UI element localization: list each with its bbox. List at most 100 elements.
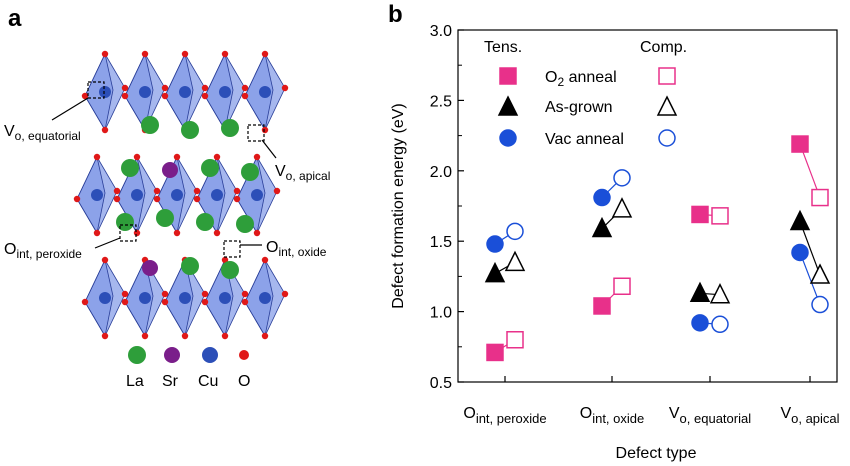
- panel-a-label: a: [8, 5, 22, 32]
- point-comp-vac-anneal: [811, 295, 829, 314]
- o-atom: [121, 290, 129, 298]
- legend-label-sr: Sr: [162, 373, 179, 390]
- x-tick-label: Vo, apical: [780, 405, 839, 426]
- cu-atom: [91, 189, 103, 201]
- o-atom: [93, 229, 101, 237]
- o-atom: [241, 298, 249, 306]
- o-atom: [161, 92, 169, 100]
- la-atom: [201, 159, 219, 177]
- o-atom: [101, 332, 109, 340]
- la-atom: [236, 215, 254, 233]
- y-tick-label: 1.5: [430, 234, 452, 251]
- o-atom: [221, 332, 229, 340]
- cu-atom: [139, 292, 151, 304]
- o-atom: [173, 153, 181, 161]
- legend-label-o: O: [238, 373, 250, 390]
- o-atom: [281, 290, 289, 298]
- o-atom: [101, 50, 109, 58]
- x-tick-label: Vo, equatorial: [669, 405, 751, 426]
- sr-atom: [142, 260, 158, 276]
- legend-atom-o: [239, 350, 249, 360]
- o-atom: [133, 229, 141, 237]
- leader-line-vo-apical: [261, 139, 277, 159]
- point-tens-as-grown: [689, 281, 711, 303]
- connector-o2-anneal: [799, 143, 821, 198]
- legend-marker-tens-square: [499, 67, 517, 85]
- point-comp-as-grown: [709, 283, 731, 304]
- la-atom: [241, 163, 259, 181]
- o-atom: [273, 187, 281, 195]
- o-atom: [201, 84, 209, 92]
- y-tick-label: 0.5: [430, 375, 452, 392]
- o-atom: [181, 50, 189, 58]
- o-atom: [181, 332, 189, 340]
- o-atom: [201, 290, 209, 298]
- point-comp-vac-anneal: [506, 222, 524, 241]
- leader-line-oint-peroxide: [94, 237, 121, 249]
- o-atom: [221, 256, 229, 264]
- o-atom: [233, 187, 241, 195]
- o-atom: [233, 195, 241, 203]
- legend-label-o2-anneal: O2 anneal: [545, 69, 617, 89]
- o-atom: [253, 229, 261, 237]
- cu-atom: [139, 86, 151, 98]
- legend-marker-comp-square: [658, 67, 676, 85]
- point-comp-vac-anneal: [613, 169, 631, 187]
- legend-marker-comp-triangle: [656, 95, 678, 116]
- o-atom: [241, 92, 249, 100]
- annotation-oint-oxide: Oint, oxide: [266, 239, 327, 259]
- crystal-structure: [73, 50, 289, 340]
- point-tens-vac-anneal: [593, 188, 611, 207]
- y-axis: 0.5 1.0 1.5 2.0 2.5 3.0: [430, 23, 464, 392]
- o-atom: [101, 126, 109, 134]
- o-atom: [93, 153, 101, 161]
- x-axis: Oint, peroxide Oint, oxide Vo, equatorial V…: [463, 376, 840, 426]
- o-atom: [201, 92, 209, 100]
- legend-marker-tens-triangle: [497, 95, 519, 116]
- defect-box-oint-oxide: [223, 240, 241, 258]
- point-comp-as-grown: [504, 250, 526, 272]
- annotation-oint-peroxide: Oint, peroxide: [4, 241, 82, 261]
- o-atom: [81, 298, 89, 306]
- legend-marker-comp-circle: [658, 129, 676, 147]
- cu-atom: [131, 189, 143, 201]
- leader-line-vo-equatorial: [51, 97, 89, 121]
- point-tens-as-grown: [484, 261, 506, 283]
- point-tens-as-grown: [789, 209, 811, 231]
- legend-atom-la: [128, 346, 146, 364]
- o-atom: [281, 84, 289, 92]
- cu-atom: [251, 189, 263, 201]
- o-atom: [221, 50, 229, 58]
- connector-vac-anneal: [799, 252, 821, 305]
- point-comp-o2-anneal: [613, 277, 631, 296]
- o-atom: [73, 195, 81, 203]
- legend-label-as-grown: As-grown: [545, 99, 613, 116]
- x-tick-label: Oint, peroxide: [463, 405, 546, 426]
- data-markers: [484, 135, 831, 362]
- point-tens-o2-anneal: [593, 297, 611, 315]
- point-comp-vac-anneal: [711, 315, 729, 334]
- o-atom: [193, 187, 201, 195]
- cu-atom: [219, 292, 231, 304]
- point-tens-o2-anneal: [486, 343, 504, 362]
- legend-label-cu: Cu: [198, 373, 218, 390]
- o-atom: [121, 92, 129, 100]
- point-comp-o2-anneal: [711, 207, 729, 225]
- y-tick-label: 2.5: [430, 93, 452, 110]
- la-atom: [196, 213, 214, 231]
- defect-box-vo-apical: [247, 124, 265, 142]
- legend-label-la: La: [126, 373, 144, 390]
- o-atom: [133, 153, 141, 161]
- o-atom: [261, 126, 269, 134]
- la-atom: [181, 257, 199, 275]
- y-tick-label: 3.0: [430, 23, 452, 40]
- cu-atom: [179, 292, 191, 304]
- annotation-vo-equatorial: Vo, equatorial: [4, 123, 81, 143]
- legend-label-vac-anneal: Vac anneal: [545, 131, 624, 148]
- o-atom: [161, 290, 169, 298]
- o-atom: [81, 92, 89, 100]
- la-atom: [116, 213, 134, 231]
- sr-atom: [162, 162, 178, 178]
- point-comp-o2-anneal: [506, 331, 524, 349]
- chart-legend: Tens. Comp. O2 anneal As-grown Vac annea…: [484, 39, 687, 148]
